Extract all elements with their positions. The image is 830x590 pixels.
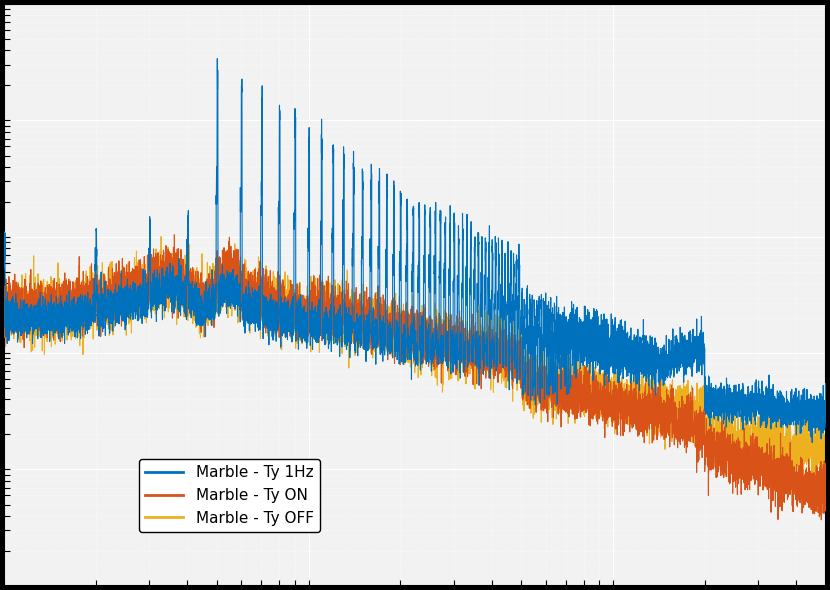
Line: Marble - Ty OFF: Marble - Ty OFF: [4, 237, 826, 489]
Marble - Ty 1Hz: [821, 412, 830, 419]
Line: Marble - Ty ON: Marble - Ty ON: [4, 235, 826, 520]
Marble - Ty OFF: [762, 485, 772, 492]
Marble - Ty 1Hz: [297, 319, 307, 326]
Marble - Ty ON: [817, 516, 827, 523]
Marble - Ty ON: [486, 322, 496, 329]
Marble - Ty OFF: [608, 407, 618, 414]
Legend: Marble - Ty 1Hz, Marble - Ty ON, Marble - Ty OFF: Marble - Ty 1Hz, Marble - Ty ON, Marble …: [139, 459, 320, 532]
Marble - Ty 1Hz: [41, 303, 51, 310]
Marble - Ty ON: [652, 411, 662, 418]
Marble - Ty OFF: [297, 307, 307, 314]
Marble - Ty OFF: [41, 323, 51, 330]
Marble - Ty ON: [821, 473, 830, 480]
Marble - Ty ON: [0, 317, 9, 324]
Marble - Ty 1Hz: [486, 350, 496, 358]
Marble - Ty OFF: [521, 376, 531, 384]
Marble - Ty 1Hz: [212, 55, 222, 62]
Line: Marble - Ty 1Hz: Marble - Ty 1Hz: [4, 58, 826, 443]
Marble - Ty OFF: [486, 362, 496, 369]
Marble - Ty 1Hz: [608, 325, 618, 332]
Marble - Ty 1Hz: [808, 439, 818, 446]
Marble - Ty ON: [608, 392, 618, 399]
Marble - Ty 1Hz: [652, 352, 662, 359]
Marble - Ty OFF: [156, 233, 166, 240]
Marble - Ty OFF: [821, 453, 830, 460]
Marble - Ty OFF: [652, 406, 662, 413]
Marble - Ty 1Hz: [521, 339, 531, 346]
Marble - Ty ON: [297, 305, 307, 312]
Marble - Ty 1Hz: [0, 266, 9, 273]
Marble - Ty ON: [521, 398, 531, 405]
Marble - Ty ON: [169, 231, 179, 238]
Marble - Ty ON: [41, 310, 51, 317]
Marble - Ty OFF: [0, 314, 9, 322]
